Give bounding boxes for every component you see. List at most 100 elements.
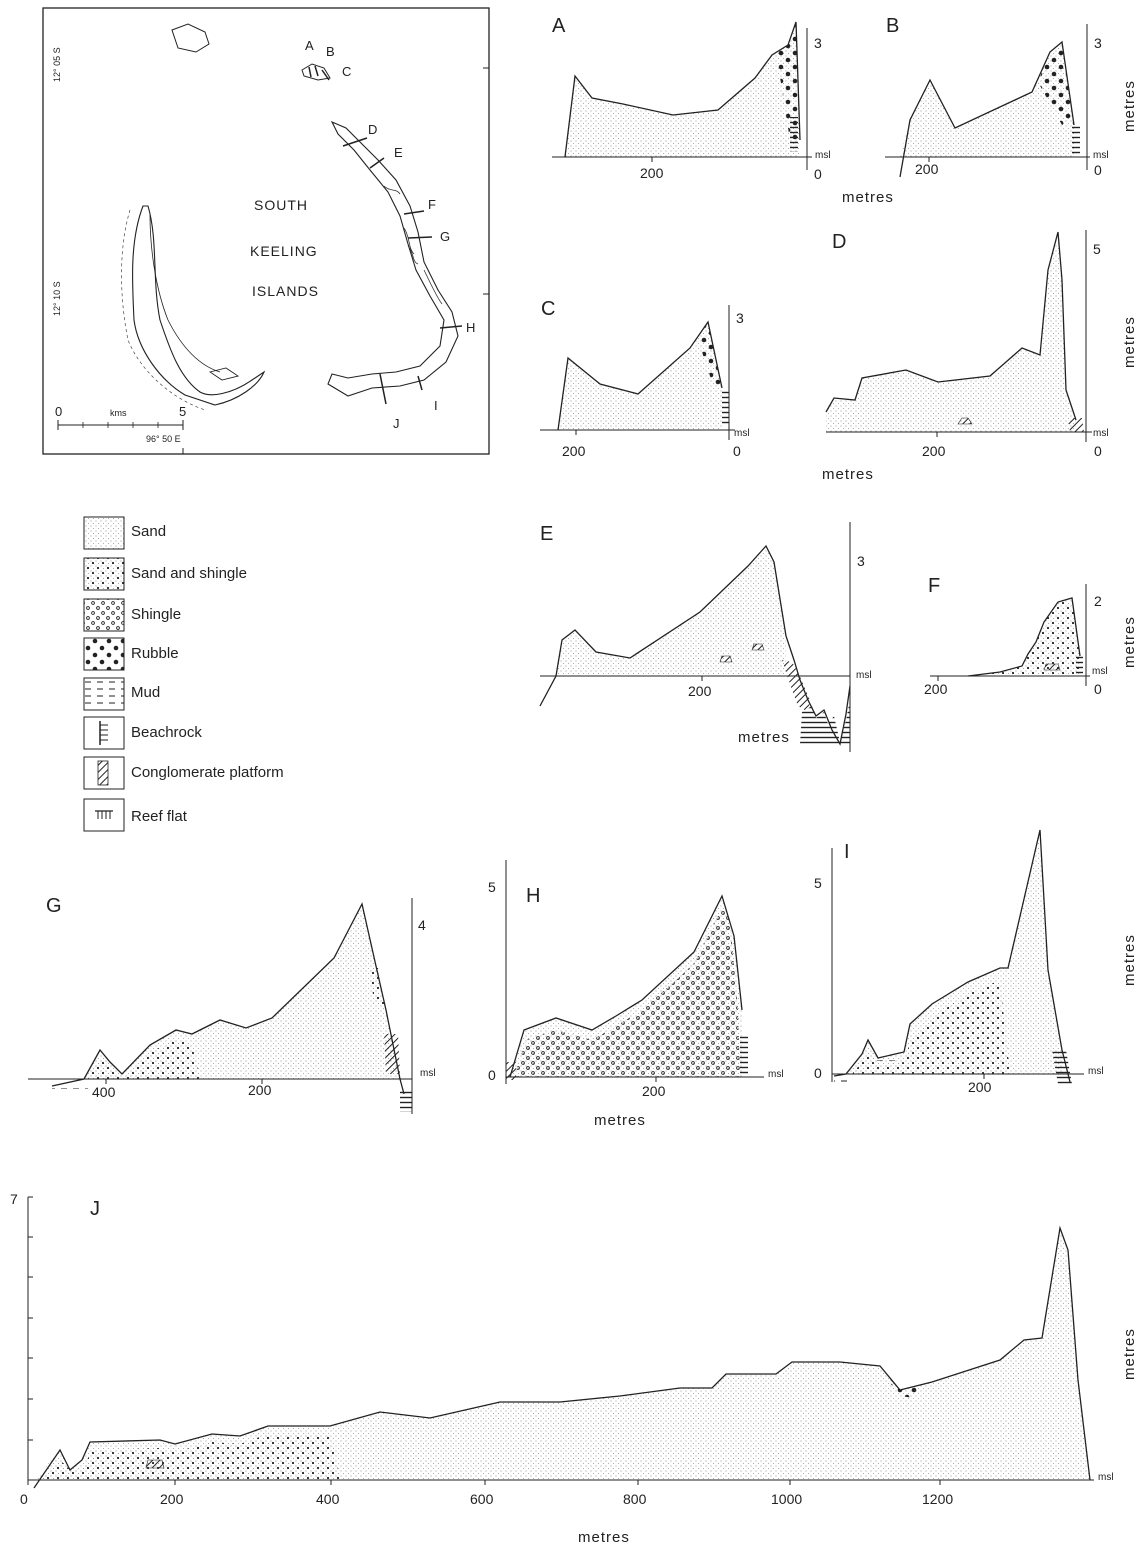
profile-g-beachrock — [384, 1034, 400, 1074]
legend-label-sand-shingle: Sand and shingle — [131, 565, 247, 582]
profile-h: H 5 0 msl 200 metres — [488, 860, 784, 1129]
profile-c-beachrock — [722, 390, 729, 426]
profile-c-y-tick: 3 — [736, 310, 744, 326]
profile-b-x-tick: 200 — [915, 161, 939, 177]
west-atoll-rim — [131, 205, 266, 406]
profile-a-zero: 0 — [814, 166, 822, 182]
profile-d-label: D — [832, 231, 846, 253]
profile-j-x-tick-1000: 1000 — [771, 1491, 802, 1507]
location-map: SOUTH KEELING ISLANDS A B C D E F G H I … — [42, 7, 490, 455]
transect-c-marker — [321, 69, 330, 81]
profile-f-zero: 0 — [1094, 681, 1102, 697]
profile-d-conglomerate-patch — [957, 417, 973, 425]
profile-e-y-tick: 3 — [857, 553, 865, 569]
profile-j-conglomerate — [145, 1459, 165, 1469]
transect-label-j: J — [393, 416, 400, 431]
profile-j-x-tick-800: 800 — [623, 1491, 647, 1507]
profile-j-x-tick-200: 200 — [160, 1491, 184, 1507]
profile-e-label: E — [540, 523, 553, 545]
profile-a-x-label: metres — [842, 189, 894, 206]
profile-f-label: F — [928, 575, 940, 597]
legend-swatch-sand-shingle — [83, 557, 125, 591]
transect-label-e: E — [394, 145, 403, 160]
profile-i-msl-label: msl — [1088, 1066, 1104, 1077]
scale-label-start: 0 — [55, 404, 62, 419]
profile-g-surface — [51, 902, 405, 1095]
profile-b-y-tick: 3 — [1094, 35, 1102, 51]
profile-d-sand-fill — [826, 232, 1076, 432]
legend-swatch-shingle — [83, 598, 125, 632]
legend-swatch-mud — [83, 677, 125, 711]
east-islets — [383, 185, 443, 305]
profile-b-beachrock — [1072, 126, 1080, 154]
legend-label-rubble: Rubble — [131, 645, 179, 662]
profile-d-surface — [825, 231, 1077, 421]
transect-d-marker — [342, 137, 368, 147]
profile-h-y-tick-bottom: 0 — [488, 1067, 496, 1083]
east-atoll-rim — [327, 120, 459, 397]
map-scale-bar — [57, 420, 184, 430]
transect-label-b: B — [326, 44, 335, 59]
profile-f-msl-label: msl — [1092, 666, 1108, 677]
profile-g-x-tick-2: 200 — [248, 1082, 272, 1098]
profile-a: A 3 msl 0 200 metres — [552, 15, 894, 206]
profile-g-shingle-zone — [88, 1040, 200, 1080]
profile-e-x-label: metres — [738, 729, 790, 746]
map-region-label-1: SOUTH — [254, 197, 308, 213]
profile-h-beachrock-right — [740, 1036, 748, 1074]
profile-b-msl-label: msl — [1093, 150, 1109, 161]
profile-c-surface — [557, 320, 723, 431]
profile-j-y-tick: 7 — [10, 1191, 18, 1207]
profile-f: F 2 msl 0 200 metres — [924, 575, 1138, 697]
profile-g-label: G — [46, 895, 62, 917]
profile-c-msl-label: msl — [734, 428, 750, 439]
legend-swatch-rubble — [83, 637, 125, 671]
longitude-label: 96° 50 E — [146, 434, 181, 444]
latitude-label-top: 12° 05 S — [52, 47, 62, 82]
profile-i-label: I — [844, 841, 850, 863]
north-keeling-island — [171, 23, 210, 53]
profile-h-x-tick: 200 — [642, 1083, 666, 1099]
profile-i-y-tick-bottom: 0 — [814, 1065, 822, 1081]
transect-label-f: F — [428, 197, 436, 212]
profile-h-surface — [509, 894, 743, 1078]
profile-d-y-label: metres — [1121, 316, 1138, 368]
profile-g-y-tick: 4 — [418, 917, 426, 933]
profile-g-x-tick-1: 400 — [92, 1084, 116, 1100]
profile-c-zero: 0 — [733, 443, 741, 459]
latitude-label-mid: 12° 10 S — [52, 281, 62, 316]
profile-b-sand-fill — [900, 42, 1074, 157]
profile-b-label: B — [886, 15, 899, 37]
profile-d-x-tick: 200 — [922, 443, 946, 459]
profile-b: B 3 msl 0 200 metres — [885, 15, 1138, 178]
transect-label-h: H — [466, 320, 475, 335]
profile-i-beachrock — [1052, 1050, 1072, 1084]
profile-h-shingle-zone — [514, 908, 740, 1077]
profile-b-zero: 0 — [1094, 162, 1102, 178]
map-frame — [42, 7, 490, 455]
profile-d: D 5 msl 0 200 metres metres — [822, 230, 1138, 483]
profile-e: E 3 msl 200 metres — [539, 522, 872, 752]
profile-h-msl-label: msl — [768, 1069, 784, 1080]
legend-swatch-sand — [83, 516, 125, 550]
legend-label-shingle: Shingle — [131, 606, 181, 623]
legend-label-conglomerate: Conglomerate platform — [131, 764, 284, 781]
profile-j-surface — [33, 1225, 1091, 1489]
profile-e-x-tick: 200 — [688, 683, 712, 699]
transect-a-marker — [308, 66, 312, 78]
west-atoll-lagoon-shore — [149, 214, 221, 373]
profile-g-rubble-zone — [370, 968, 384, 1004]
profile-e-surface — [539, 544, 851, 746]
profile-e-sand-fill — [556, 546, 786, 676]
profile-h-label: H — [526, 885, 540, 907]
profile-j-x-label: metres — [578, 1529, 630, 1546]
profile-h-x-label: metres — [594, 1112, 646, 1129]
profile-a-surface — [564, 21, 801, 158]
profile-g-sand-fill — [84, 904, 400, 1079]
profile-g-mud — [52, 1088, 88, 1094]
legend-label-reef-flat: Reef flat — [131, 808, 188, 825]
profile-d-x-label: metres — [822, 466, 874, 483]
profile-a-sand-fill — [565, 22, 800, 157]
profile-a-beachrock — [790, 117, 798, 152]
